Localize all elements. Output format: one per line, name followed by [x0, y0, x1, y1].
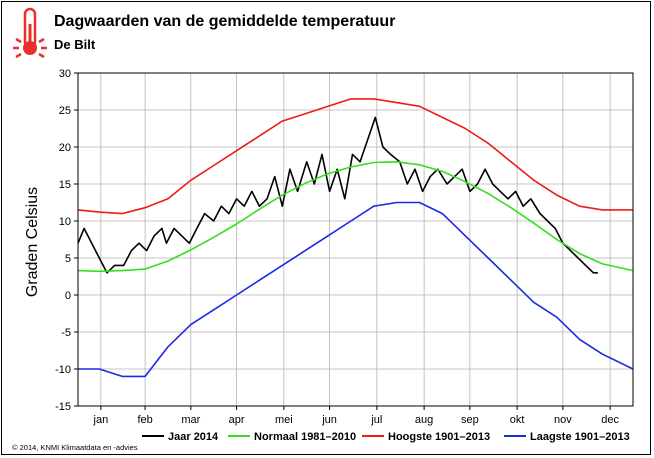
y-tick-label: 10 — [59, 216, 71, 228]
x-tick-label-feb: feb — [137, 414, 152, 426]
series-lines — [77, 98, 634, 378]
y-tick-label: -10 — [55, 364, 71, 376]
thermometer-icon — [13, 7, 47, 59]
x-tick-label-jun: jun — [321, 414, 337, 426]
x-tick-label-sep: sep — [461, 414, 479, 426]
x-tick-label-mar: mar — [181, 414, 200, 426]
chart-title: Dagwaarden van de gemiddelde temperatuur — [54, 13, 395, 30]
series-line-0 — [77, 116, 598, 274]
legend-label: Jaar 2014 — [168, 431, 219, 443]
legend-label: Normaal 1981–2010 — [254, 431, 356, 443]
y-tick-label: 0 — [65, 290, 71, 302]
x-tick-label-mei: mei — [275, 414, 293, 426]
x-tick-label-aug: aug — [415, 414, 433, 426]
x-axis-ticks: jan feb mar apr mei jun jul aug sep okt nov dec — [93, 406, 619, 426]
y-axis-label: Graden Celsius — [24, 187, 41, 297]
copyright-text: © 2014, KNMI Klimaatdata en -advies — [12, 443, 138, 452]
y-tick-label: 20 — [59, 142, 71, 154]
x-tick-label-jul: jul — [370, 414, 382, 426]
legend-label: Laagste 1901–2013 — [530, 431, 630, 443]
plot-area-border — [77, 72, 634, 407]
x-tick-label-nov: nov — [554, 414, 572, 426]
legend: Jaar 2014 Normaal 1981–2010 Hoogste 1901–2… — [142, 431, 630, 443]
y-tick-label: 30 — [59, 68, 71, 80]
chart-subtitle: De Bilt — [54, 37, 96, 52]
series-line-3 — [78, 201, 634, 378]
x-tick-label-apr: apr — [229, 414, 245, 426]
series-line-1 — [77, 161, 634, 273]
y-axis-ticks: -15 -10 -5 0 5 10 15 20 25 30 — [55, 68, 78, 413]
legend-label: Hoogste 1901–2013 — [388, 431, 490, 443]
x-tick-label-okt: okt — [510, 414, 525, 426]
y-tick-label: 5 — [65, 253, 71, 265]
x-tick-label-jan: jan — [93, 414, 109, 426]
series-line-2 — [77, 98, 633, 215]
y-tick-label: -15 — [55, 401, 71, 413]
y-tick-label: -5 — [61, 327, 71, 339]
y-tick-label: 15 — [59, 179, 71, 191]
x-tick-label-dec: dec — [601, 414, 619, 426]
y-tick-label: 25 — [59, 105, 71, 117]
